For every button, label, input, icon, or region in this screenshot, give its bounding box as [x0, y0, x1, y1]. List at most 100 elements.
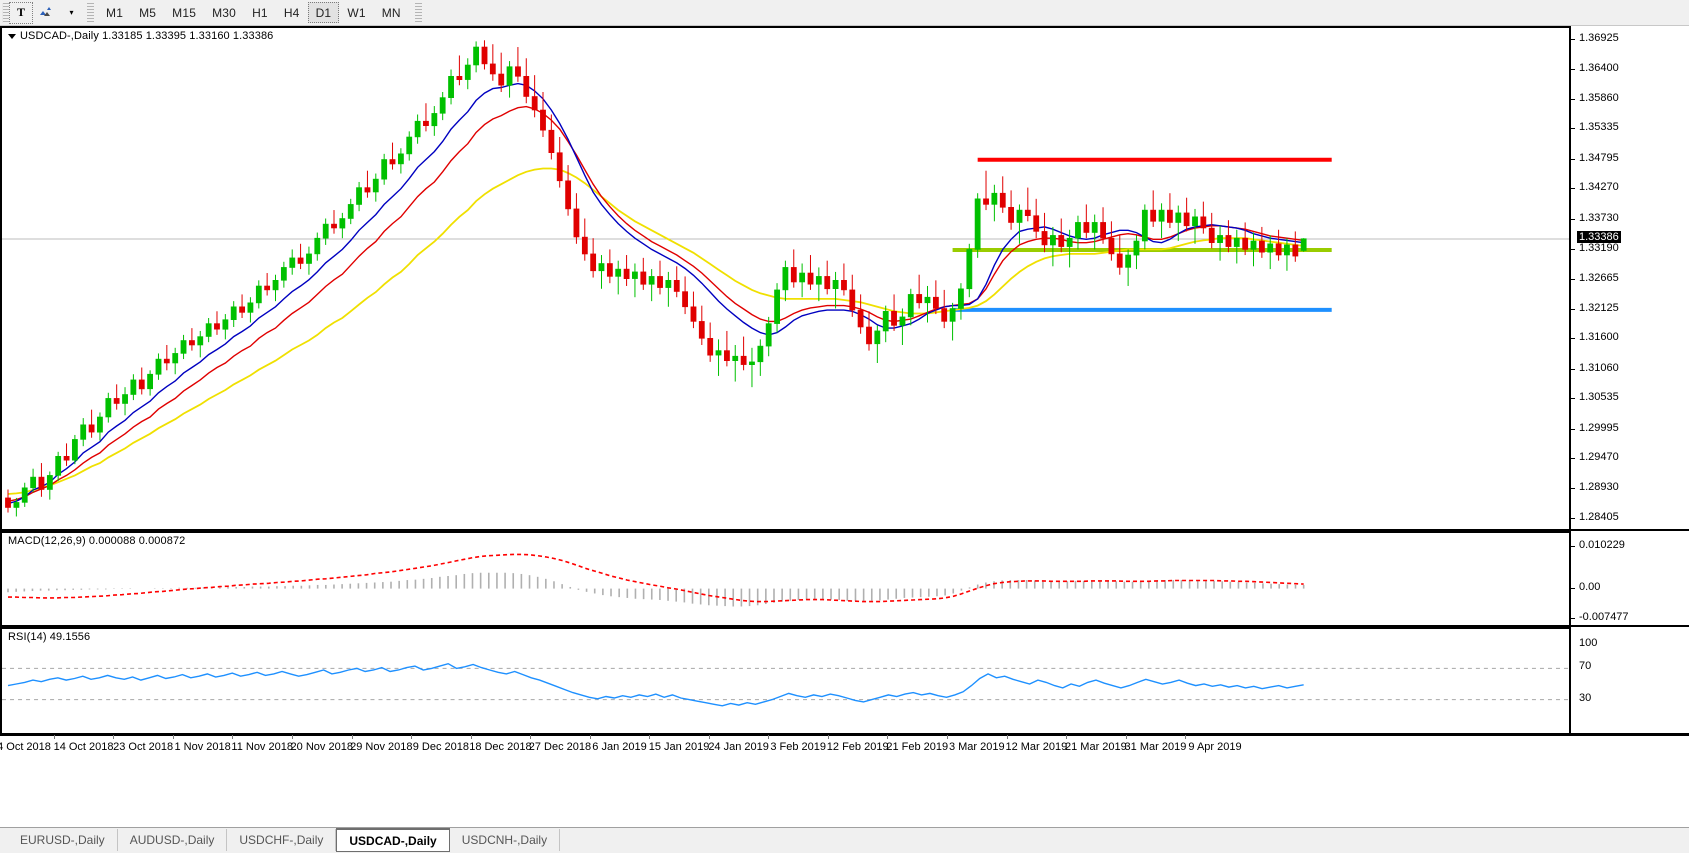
date-axis-label: 4 Oct 2018 — [0, 741, 51, 753]
chart-tab-eurusd[interactable]: EURUSD-,Daily — [8, 829, 118, 851]
timeframe-d1[interactable]: D1 — [307, 2, 340, 23]
macd-chart-svg — [7, 553, 1305, 607]
rsi-pane[interactable]: RSI(14) 49.1556 — [0, 627, 1569, 735]
date-axis-label: 15 Jan 2019 — [648, 741, 710, 753]
date-axis-label: 3 Mar 2019 — [948, 741, 1005, 753]
date-axis-label: 3 Feb 2019 — [770, 741, 826, 753]
symbol-ohlc-text: USDCAD-,Daily 1.33185 1.33395 1.33160 1.… — [20, 30, 274, 42]
timeframe-mn[interactable]: MN — [381, 5, 401, 20]
timeframe-h4[interactable]: H4 — [283, 5, 300, 20]
tick-dash — [1571, 338, 1575, 340]
templates-button[interactable] — [33, 2, 59, 24]
date-axis-label: 14 Oct 2018 — [53, 741, 114, 753]
text-cursor-icon: T — [16, 5, 25, 19]
date-axis-label: 21 Mar 2019 — [1065, 741, 1127, 753]
tick-label: 1.36925 — [1579, 32, 1619, 44]
tick-label: 1.31600 — [1579, 331, 1619, 344]
current-price-label: 1.33386 — [1577, 230, 1621, 243]
timeframe-m5[interactable]: M5 — [139, 5, 157, 20]
rsi-pane-label: RSI(14) 49.1556 — [8, 631, 91, 643]
date-axis-label: 21 Feb 2019 — [886, 741, 949, 753]
tick-label: 1.28405 — [1579, 511, 1619, 523]
tick-label: 70 — [1579, 660, 1592, 673]
date-axis-separator — [589, 735, 591, 739]
tick-dash — [1571, 618, 1575, 619]
date-axis-separator — [172, 735, 174, 739]
tick-label: 0.00 — [1579, 580, 1601, 593]
tick-dash — [1571, 218, 1575, 220]
collapse-triangle-icon[interactable] — [8, 33, 16, 39]
tick-dash — [1571, 518, 1575, 519]
price-plot[interactable] — [2, 28, 1569, 529]
tick-label: 1.36400 — [1579, 61, 1619, 74]
date-axis-separator — [649, 735, 651, 739]
toolbar-separator — [87, 2, 94, 23]
tick-label: 1.33190 — [1579, 241, 1619, 254]
tick-dash — [1571, 278, 1575, 280]
tick-dash — [1571, 458, 1575, 460]
toolbar-separator-end — [414, 2, 422, 23]
timeframe-m1[interactable]: M1 — [106, 5, 124, 20]
chart-tab-bar: EURUSD-,Daily AUDUSD-,Daily USDCHF-,Dail… — [0, 827, 1689, 853]
date-axis-separator — [232, 735, 234, 739]
tick-dash — [1571, 428, 1575, 430]
tick-label: -0.007477 — [1579, 611, 1629, 623]
date-axis-separator — [827, 735, 829, 739]
timeframe-h1[interactable]: H1 — [252, 5, 268, 20]
tick-label: 1.28930 — [1579, 481, 1619, 494]
tick-dash — [1571, 39, 1575, 40]
tick-label: 1.35860 — [1579, 91, 1619, 104]
crosshair-tool-button[interactable]: T — [9, 1, 33, 24]
chart-tab-usdcad[interactable]: USDCAD-,Daily — [336, 828, 450, 852]
tick-label: 1.35335 — [1579, 121, 1619, 134]
timeframe-m15[interactable]: M15 — [172, 5, 197, 20]
chart-tab-usdcnh[interactable]: USDCNH-,Daily — [450, 829, 561, 851]
date-axis-label: 18 Dec 2018 — [469, 741, 532, 753]
timeframe-group: M1 M5 M15 M30 H1 H4 D1 W1 MN — [98, 2, 409, 24]
date-axis-label: 11 Nov 2018 — [231, 741, 293, 753]
date-axis-label: 20 Nov 2018 — [290, 741, 353, 753]
tick-label: 1.32125 — [1579, 301, 1619, 314]
price-axis[interactable]: 1.36925 1.36400 1.35860 1.35335 1.34795 1.342… — [1569, 26, 1689, 735]
date-axis-separator — [470, 735, 472, 739]
chart-area: USDCAD-,Daily 1.33185 1.33395 1.33160 1.… — [0, 26, 1689, 827]
date-axis-label: 29 Nov 2018 — [350, 741, 413, 753]
axis-pane-divider — [1571, 625, 1689, 627]
tick-label: 1.29995 — [1579, 421, 1619, 434]
date-axis-label: 9 Apr 2019 — [1188, 741, 1242, 753]
toolbar-grip-handle[interactable] — [2, 2, 9, 23]
chart-tab-audusd[interactable]: AUDUSD-,Daily — [118, 829, 228, 851]
date-axis-separator — [1185, 735, 1187, 739]
macd-plot[interactable] — [2, 533, 1569, 625]
templates-dropdown-button[interactable]: ▾ — [59, 2, 83, 24]
tick-label: 1.31060 — [1579, 361, 1619, 374]
tick-label: 1.29470 — [1579, 451, 1619, 464]
macd-pane-label: MACD(12,26,9) 0.000088 0.000872 — [8, 535, 186, 547]
tick-dash — [1571, 488, 1575, 490]
date-axis-separator — [887, 735, 889, 739]
price-pane-label: USDCAD-,Daily 1.33185 1.33395 1.33160 1.… — [8, 30, 273, 42]
tick-label: 1.30535 — [1579, 391, 1619, 404]
tick-label: 1.33730 — [1579, 211, 1619, 224]
macd-pane[interactable]: MACD(12,26,9) 0.000088 0.000872 — [0, 531, 1569, 627]
date-axis-label: 24 Jan 2019 — [708, 741, 769, 753]
tick-dash — [1571, 128, 1575, 130]
tick-label: 1.34270 — [1579, 181, 1619, 194]
tick-dash — [1571, 308, 1575, 310]
rsi-chart-svg — [2, 662, 1569, 707]
date-axis-label: 9 Dec 2018 — [412, 741, 469, 753]
date-axis-separator — [947, 735, 949, 739]
date-axis-separator — [708, 735, 710, 739]
tick-label: 0.010229 — [1579, 539, 1625, 551]
date-axis-label: 27 Dec 2018 — [528, 741, 592, 753]
date-axis-label: 1 Nov 2018 — [174, 741, 231, 753]
timeframe-w1[interactable]: W1 — [347, 5, 366, 20]
rsi-plot[interactable] — [2, 629, 1569, 733]
chart-tab-usdchf[interactable]: USDCHF-,Daily — [227, 829, 337, 851]
price-pane[interactable]: USDCAD-,Daily 1.33185 1.33395 1.33160 1.… — [0, 26, 1569, 531]
date-axis-separator — [351, 735, 353, 739]
date-axis[interactable]: 4 Oct 2018 14 Oct 2018 23 Oct 2018 1 Nov 20… — [0, 735, 1689, 759]
tick-label: 1.34795 — [1579, 151, 1619, 164]
tick-dash — [1571, 158, 1575, 160]
timeframe-m30[interactable]: M30 — [212, 5, 237, 20]
